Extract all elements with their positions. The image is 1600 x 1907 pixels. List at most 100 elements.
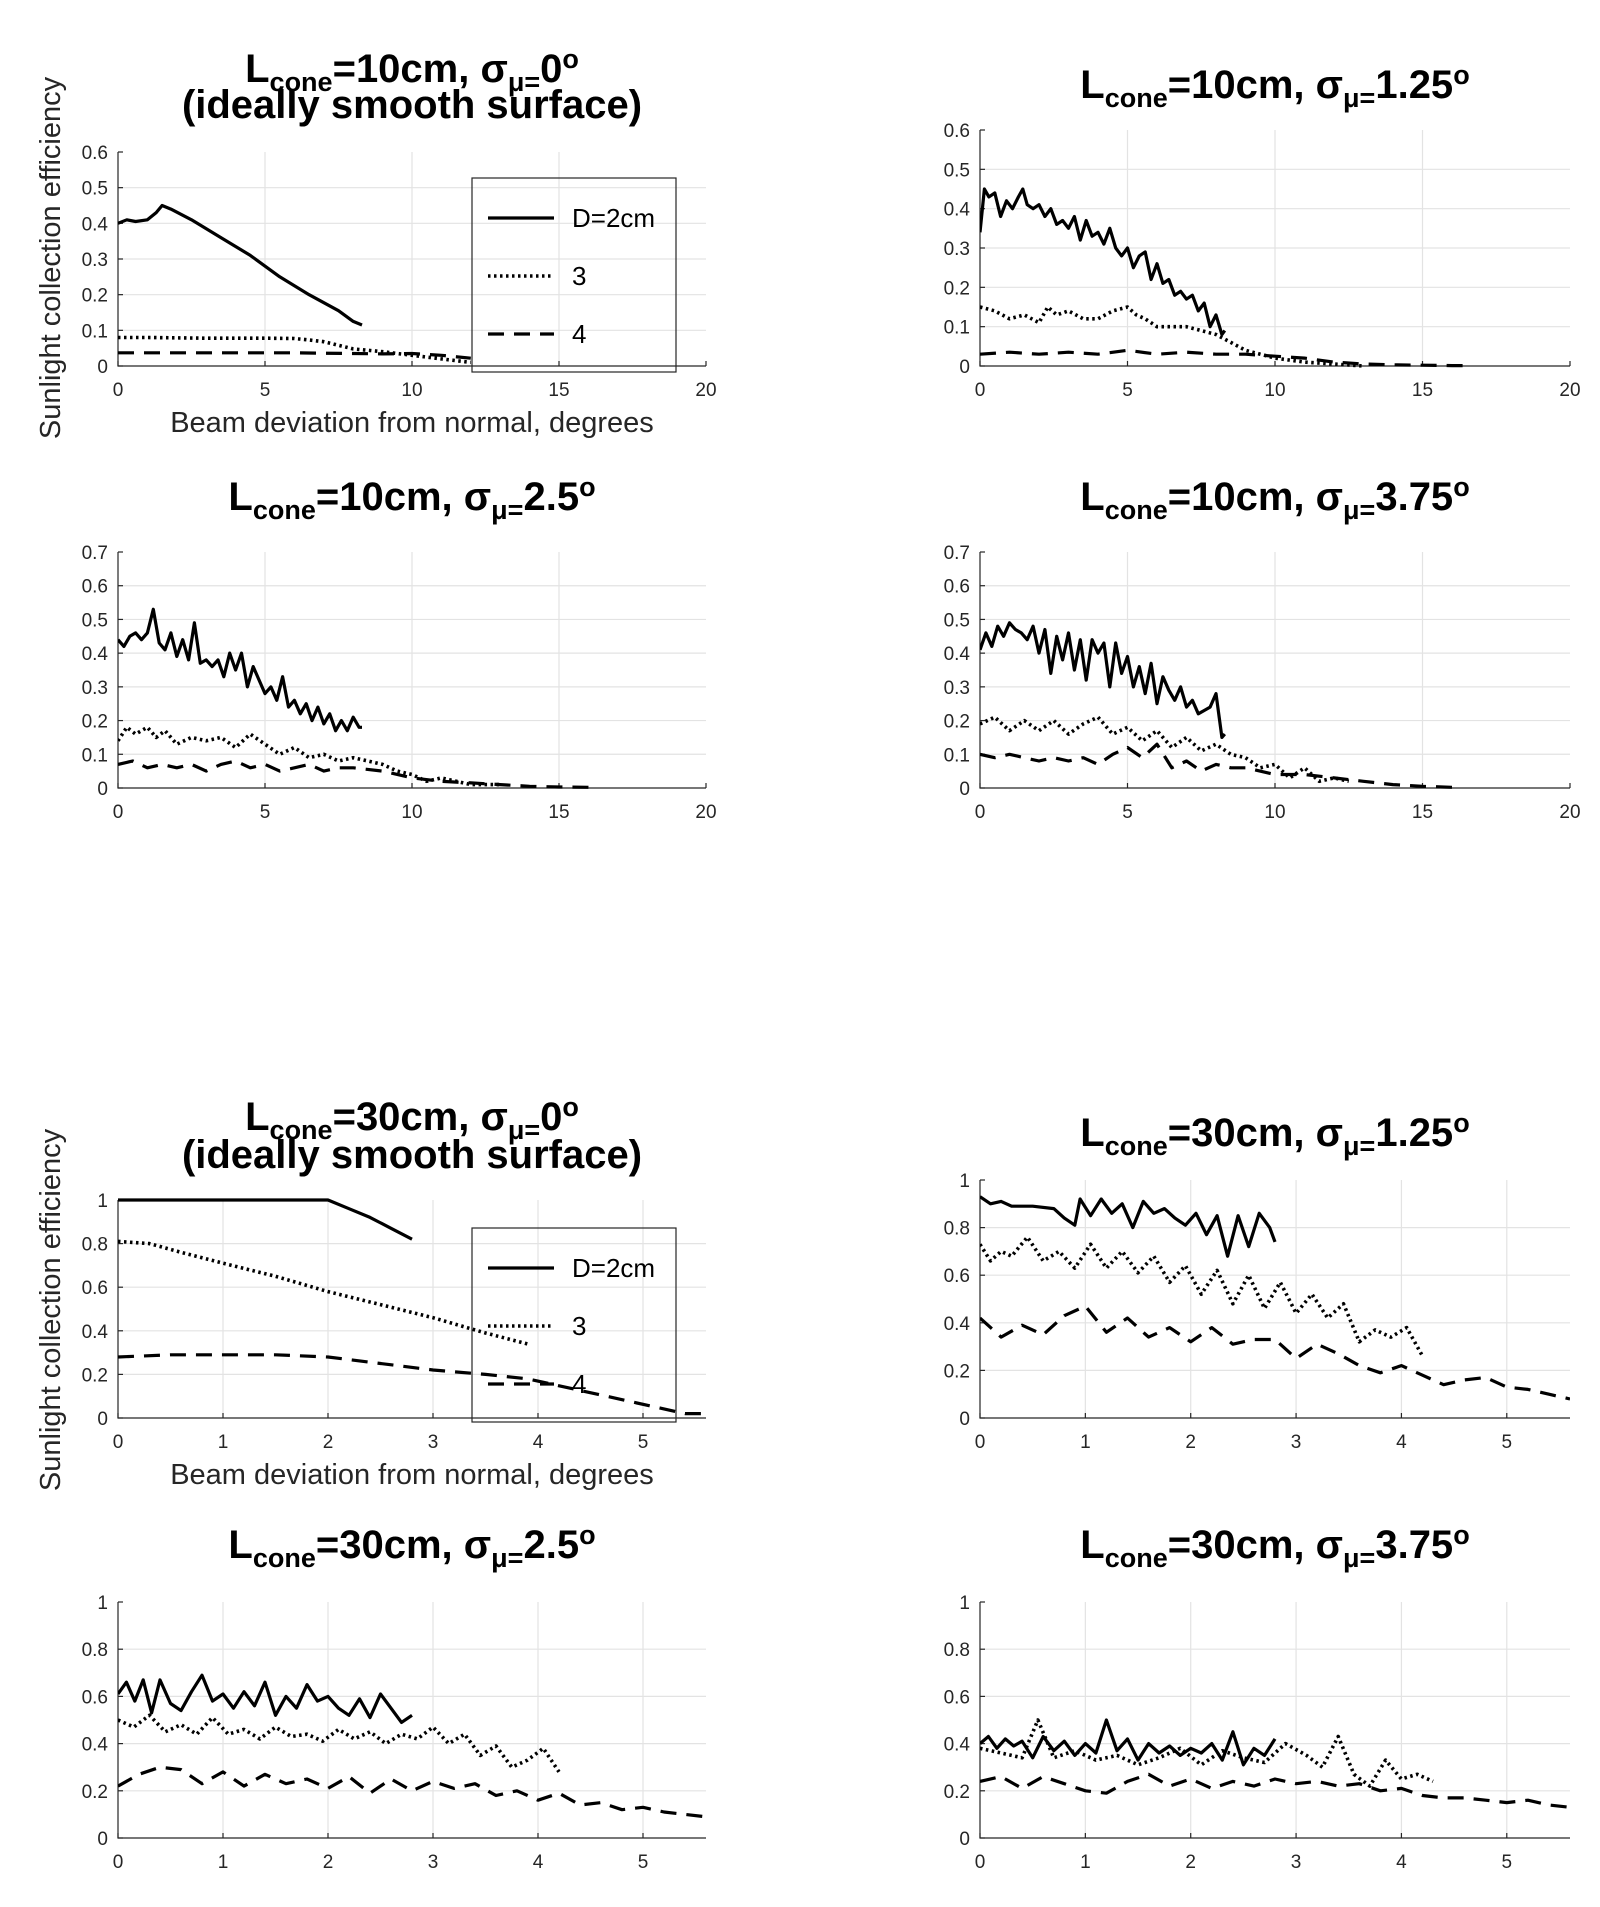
x-tick-label: 4: [1396, 1432, 1407, 1453]
series-line-d4cm: [980, 1772, 1570, 1809]
y-tick-label: 0.6: [82, 1687, 108, 1708]
x-tick-label: 4: [533, 1432, 544, 1453]
x-axis-label: Beam deviation from normal, degrees: [170, 1459, 654, 1491]
title-value: 1.25: [1375, 63, 1453, 107]
x-tick-label: 20: [695, 380, 716, 401]
y-tick-label: 0.4: [82, 214, 109, 235]
y-tick-label: 0: [97, 1409, 108, 1430]
x-tick-label: 1: [218, 1432, 229, 1453]
legend-label: D=2cm: [572, 203, 655, 233]
y-tick-label: 0.1: [944, 745, 970, 766]
x-tick-label: 10: [401, 380, 422, 401]
title-l: L: [1080, 475, 1104, 519]
x-tick-label: 1: [1080, 1432, 1091, 1453]
x-tick-label: 0: [975, 802, 986, 823]
panel-7: Lcone=30cm, σμ=2.5o 0 1 2 3 4 5 0 0.2 0.4 0.6 0.8 1: [82, 1520, 706, 1873]
y-tick-label: 0.2: [82, 1365, 108, 1386]
x-tick-label: 15: [548, 802, 569, 823]
legend-label: 3: [572, 261, 586, 291]
x-tick-label: 10: [1264, 802, 1285, 823]
x-tick-label: 5: [260, 380, 271, 401]
legend-label: 3: [572, 1311, 586, 1341]
title-mid: =10cm, σ: [1168, 475, 1343, 519]
y-tick-label: 0.6: [82, 1278, 108, 1299]
y-tick-label: 1: [959, 1171, 970, 1192]
y-tick-label: 0.1: [944, 318, 970, 339]
x-tick-label: 3: [1291, 1852, 1302, 1873]
x-tick-label: 5: [1122, 802, 1133, 823]
x-tick-label: 2: [1185, 1852, 1196, 1873]
x-tick-label: 15: [548, 380, 569, 401]
title-degree-sup: o: [1453, 60, 1470, 90]
y-tick-label: 0.2: [944, 1361, 970, 1382]
series-line-d3cm: [118, 725, 501, 787]
title-degree-sup: o: [579, 1520, 596, 1550]
panel-subtitle: (ideally smooth surface): [182, 1133, 642, 1177]
x-tick-label: 5: [1501, 1432, 1512, 1453]
x-tick-label: 4: [533, 1852, 544, 1873]
y-tick-label: 0.2: [944, 712, 970, 733]
panel-3: Lcone=10cm, σμ=2.5o 0 5 10 15 20 0 0.1 0.2 0.3 0.4…: [82, 472, 717, 823]
title-l: L: [228, 1523, 252, 1567]
x-tick-label: 15: [1412, 380, 1433, 401]
series-line-d2cm: [980, 1718, 1277, 1767]
title-mid: =30cm, σ: [316, 1523, 491, 1567]
title-sigma-sub: μ=: [491, 1543, 523, 1573]
title-mid: =30cm, σ: [333, 1095, 508, 1139]
x-tick-label: 20: [1559, 380, 1580, 401]
y-tick-label: 0.7: [82, 543, 108, 564]
x-tick-label: 5: [1122, 380, 1133, 401]
y-tick-label: 0.2: [944, 1782, 970, 1803]
x-tick-label: 20: [695, 802, 716, 823]
title-l-sub: cone: [253, 1543, 316, 1573]
y-tick-label: 0.4: [944, 200, 971, 221]
series-line-d2cm: [118, 203, 363, 327]
x-tick-label: 10: [401, 802, 422, 823]
axes: [979, 1180, 1570, 1419]
y-tick-label: 0.6: [944, 577, 970, 598]
y-tick-label: 0.2: [944, 278, 970, 299]
title-value: 3.75: [1375, 1523, 1453, 1567]
y-tick-label: 0.8: [944, 1219, 970, 1240]
title-sigma-sub: μ=: [1343, 83, 1375, 113]
y-tick-label: 0.6: [944, 1266, 970, 1287]
title-l: L: [1080, 1523, 1104, 1567]
x-tick-label: 5: [638, 1432, 649, 1453]
x-tick-label: 0: [113, 802, 124, 823]
y-tick-label: 0.4: [944, 1735, 971, 1756]
series-line-d3cm: [118, 1713, 561, 1773]
series-line-d3cm: [118, 1239, 528, 1346]
title-l-sub: cone: [1105, 83, 1168, 113]
panel-title: Lcone=10cm, σμ=0o: [245, 44, 579, 97]
y-tick-label: 0.4: [82, 644, 109, 665]
y-tick-label: 0.2: [82, 712, 108, 733]
title-l-sub: cone: [270, 67, 333, 97]
title-degree-sup: o: [562, 44, 579, 74]
title-degree-sup: o: [1453, 472, 1470, 502]
legend-box: [471, 177, 677, 373]
y-tick-label: 0.5: [82, 179, 108, 200]
x-tick-label: 2: [323, 1852, 334, 1873]
panel-title: Lcone=10cm, σμ=3.75o: [1080, 472, 1469, 525]
y-tick-label: 0.5: [944, 610, 970, 631]
x-tick-label: 3: [428, 1852, 439, 1873]
y-tick-label: 0.4: [944, 1314, 971, 1335]
title-mid: =30cm, σ: [1168, 1523, 1343, 1567]
y-tick-label: 0.6: [944, 121, 970, 142]
legend-box: [471, 1227, 677, 1423]
legend: D=2cm 3 4: [471, 1227, 677, 1423]
y-tick-label: 0: [97, 779, 108, 800]
series-line-d3cm: [980, 305, 1364, 368]
series-line-d4cm: [118, 1353, 706, 1416]
series-line-d2cm: [118, 607, 362, 733]
title-l-sub: cone: [270, 1115, 333, 1145]
y-tick-label: 0.2: [82, 1782, 108, 1803]
title-sigma-sub: μ=: [1343, 495, 1375, 525]
panel-8: Lcone=30cm, σμ=3.75o 0 1 2 3 4 5 0 0.2 0.4 0.6 0.8 1: [944, 1520, 1570, 1873]
title-value: 3.75: [1375, 475, 1453, 519]
panel-1: Lcone=10cm, σμ=0o(ideally smooth surface…: [35, 44, 717, 439]
y-tick-label: 0: [97, 357, 108, 378]
y-tick-label: 1: [959, 1593, 970, 1614]
title-sigma-sub: μ=: [1343, 1543, 1375, 1573]
